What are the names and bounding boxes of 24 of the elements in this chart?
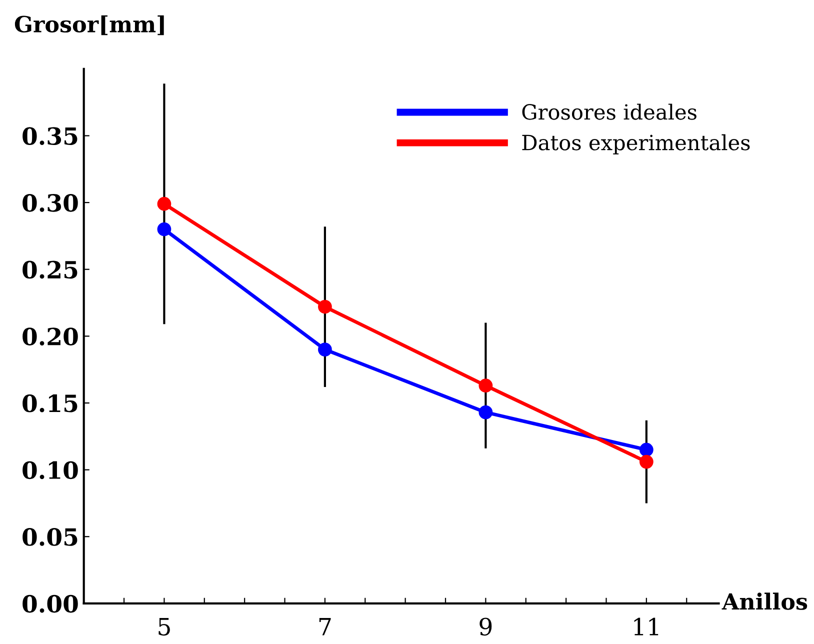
point: [478, 378, 493, 393]
point: [157, 222, 172, 236]
x-tick-label: 5: [158, 618, 170, 636]
y-tick-label: 0.10: [22, 461, 78, 480]
point: [478, 405, 493, 420]
x-axis-title: Anillos: [722, 592, 808, 610]
y-tick-label: 0.30: [22, 194, 78, 212]
point: [157, 196, 172, 211]
y-tick-label: 0.15: [22, 394, 78, 412]
point: [639, 454, 654, 469]
legend-label: Grosores ideales: [522, 104, 696, 120]
legend-label: Datos experimentales: [522, 134, 750, 154]
point: [639, 442, 654, 457]
y-tick-label: 0.35: [22, 127, 78, 146]
point: [318, 342, 332, 356]
point: [318, 300, 332, 314]
y-tick-label: 0.00: [22, 594, 78, 613]
y-axis-title: Grosor[mm]: [14, 15, 164, 36]
x-tick-label: 11: [634, 618, 658, 636]
x-tick-label: 9: [480, 618, 492, 636]
x-tick-label: 7: [319, 618, 331, 636]
y-tick-label: 0.05: [22, 528, 78, 546]
y-tick-label: 0.20: [22, 328, 78, 346]
y-tick-label: 0.25: [22, 260, 78, 279]
